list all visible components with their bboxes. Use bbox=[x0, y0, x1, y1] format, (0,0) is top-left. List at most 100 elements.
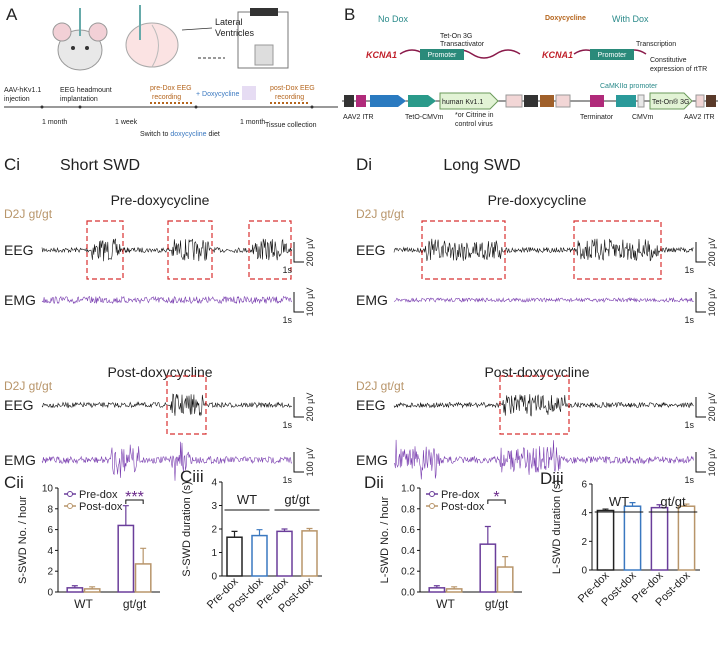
construct-label: Tet-On® 3G bbox=[652, 98, 689, 106]
legend-marker bbox=[67, 503, 73, 509]
timeline-label: EEG headmount bbox=[60, 87, 112, 94]
promoter-label: Promoter bbox=[598, 52, 627, 59]
legend-label: Post-dox bbox=[441, 501, 485, 513]
panel-label: Ci bbox=[4, 155, 20, 174]
text-run: diet bbox=[207, 131, 220, 138]
significance-label: * bbox=[493, 489, 499, 506]
y-tick-label: 0 bbox=[581, 566, 587, 577]
timeline-label: post-Dox EEG bbox=[270, 85, 315, 92]
legend-label: Pre-dox bbox=[79, 489, 118, 501]
y-tick-label: 4 bbox=[211, 478, 217, 489]
scale-label: 200 μV bbox=[305, 238, 315, 267]
scale-bar bbox=[293, 292, 304, 313]
strain-label: D2J gt/gt bbox=[4, 379, 53, 393]
y-tick-label: 2 bbox=[47, 567, 53, 578]
bar bbox=[496, 566, 514, 593]
y-axis-label: S-SWD No. / hour bbox=[17, 496, 29, 584]
scale-bar bbox=[293, 242, 304, 263]
y-tick-label: 0 bbox=[47, 588, 53, 599]
timeline-label: Tissue collection bbox=[265, 122, 317, 129]
annotation: Constitutive bbox=[650, 57, 687, 64]
scale-label: 100 μV bbox=[305, 288, 315, 317]
row-label: EMG bbox=[356, 292, 388, 308]
error-bar bbox=[140, 547, 147, 564]
y-tick-label: 6 bbox=[47, 525, 53, 536]
significance-label: *** bbox=[125, 489, 144, 506]
group-label: gt/gt bbox=[660, 494, 686, 509]
annotation: Lateral bbox=[215, 17, 243, 27]
legend-marker bbox=[429, 503, 435, 509]
error-bar bbox=[602, 508, 609, 511]
timeline-label: pre-Dox EEG bbox=[150, 85, 192, 92]
timeline-label: + Doxycycline bbox=[196, 91, 239, 98]
y-axis-label: L-SWD duration (s) bbox=[551, 480, 563, 574]
annotation: expression of rtTR bbox=[650, 66, 707, 73]
scale-label: 200 μV bbox=[305, 393, 315, 422]
promoter-label: Promoter bbox=[428, 52, 457, 59]
annotation: Ventricles bbox=[215, 28, 255, 38]
bar bbox=[117, 524, 135, 593]
construct-label: human Kv1.1 bbox=[442, 99, 483, 106]
timeline-label: AAV-hKv1.1 bbox=[4, 87, 41, 94]
error-bar bbox=[122, 505, 129, 526]
construct-label: control virus bbox=[455, 121, 493, 128]
scale-label: 100 μV bbox=[707, 448, 717, 477]
row-label: EEG bbox=[4, 397, 34, 413]
mouse-illustration bbox=[52, 8, 108, 71]
y-tick-label: 0.6 bbox=[401, 525, 415, 536]
panel-label: A bbox=[6, 5, 18, 24]
strain-label: D2J gt/gt bbox=[4, 207, 53, 221]
y-tick-label: 0 bbox=[211, 572, 217, 583]
construct bbox=[342, 92, 718, 110]
signal-trace bbox=[393, 296, 694, 304]
timeline-label: 1 month bbox=[42, 119, 67, 126]
row-label: EMG bbox=[4, 452, 36, 468]
panel-label: Ciii bbox=[180, 467, 204, 486]
signal-trace bbox=[393, 394, 694, 417]
bar bbox=[596, 509, 615, 571]
timeline-label: implantation bbox=[60, 96, 98, 103]
y-tick-label: 3 bbox=[211, 501, 217, 512]
y-tick-label: 0.4 bbox=[401, 546, 415, 557]
strain-label: D2J gt/gt bbox=[356, 207, 405, 221]
promoter-box bbox=[590, 49, 634, 60]
scale-bar bbox=[293, 452, 304, 473]
annotation: With Dox bbox=[612, 14, 649, 24]
y-tick-label: 8 bbox=[47, 504, 53, 515]
group-label: WT bbox=[609, 494, 629, 509]
annotation: Tet-On 3G bbox=[440, 33, 472, 40]
signal-trace bbox=[393, 238, 694, 262]
timeline-label: 1 week bbox=[115, 119, 138, 126]
x-tick-label: WT bbox=[74, 597, 93, 611]
y-tick-label: 6 bbox=[581, 480, 587, 491]
bar bbox=[134, 563, 152, 593]
bar bbox=[445, 588, 463, 593]
drug-icon bbox=[242, 86, 256, 100]
bar bbox=[276, 530, 293, 577]
bar bbox=[251, 534, 268, 577]
bar bbox=[479, 543, 497, 593]
error-bar bbox=[306, 527, 313, 531]
panel-label: Cii bbox=[4, 473, 24, 492]
construct-label: Terminator bbox=[580, 114, 614, 121]
scale-label: 200 μV bbox=[707, 238, 717, 267]
annotation: Transcription bbox=[636, 41, 676, 48]
signal-trace bbox=[393, 439, 694, 480]
y-tick-label: 0.0 bbox=[401, 588, 415, 599]
strain-label: D2J gt/gt bbox=[356, 379, 405, 393]
panel-label: Dii bbox=[364, 473, 384, 492]
row-label: EEG bbox=[4, 242, 34, 258]
error-bar bbox=[656, 504, 663, 508]
section-title: Post-doxycycline bbox=[107, 364, 212, 380]
construct-label: CMVm bbox=[632, 114, 654, 121]
error-bar bbox=[433, 585, 440, 588]
x-tick-label: gt/gt bbox=[123, 597, 147, 611]
annotation: No Dox bbox=[378, 14, 409, 24]
x-tick-label: WT bbox=[436, 597, 455, 611]
timeline-label: injection bbox=[4, 96, 30, 103]
error-bar bbox=[502, 556, 509, 568]
bar bbox=[677, 505, 696, 571]
scale-label: 1s bbox=[684, 265, 694, 275]
error-bar bbox=[451, 586, 458, 589]
